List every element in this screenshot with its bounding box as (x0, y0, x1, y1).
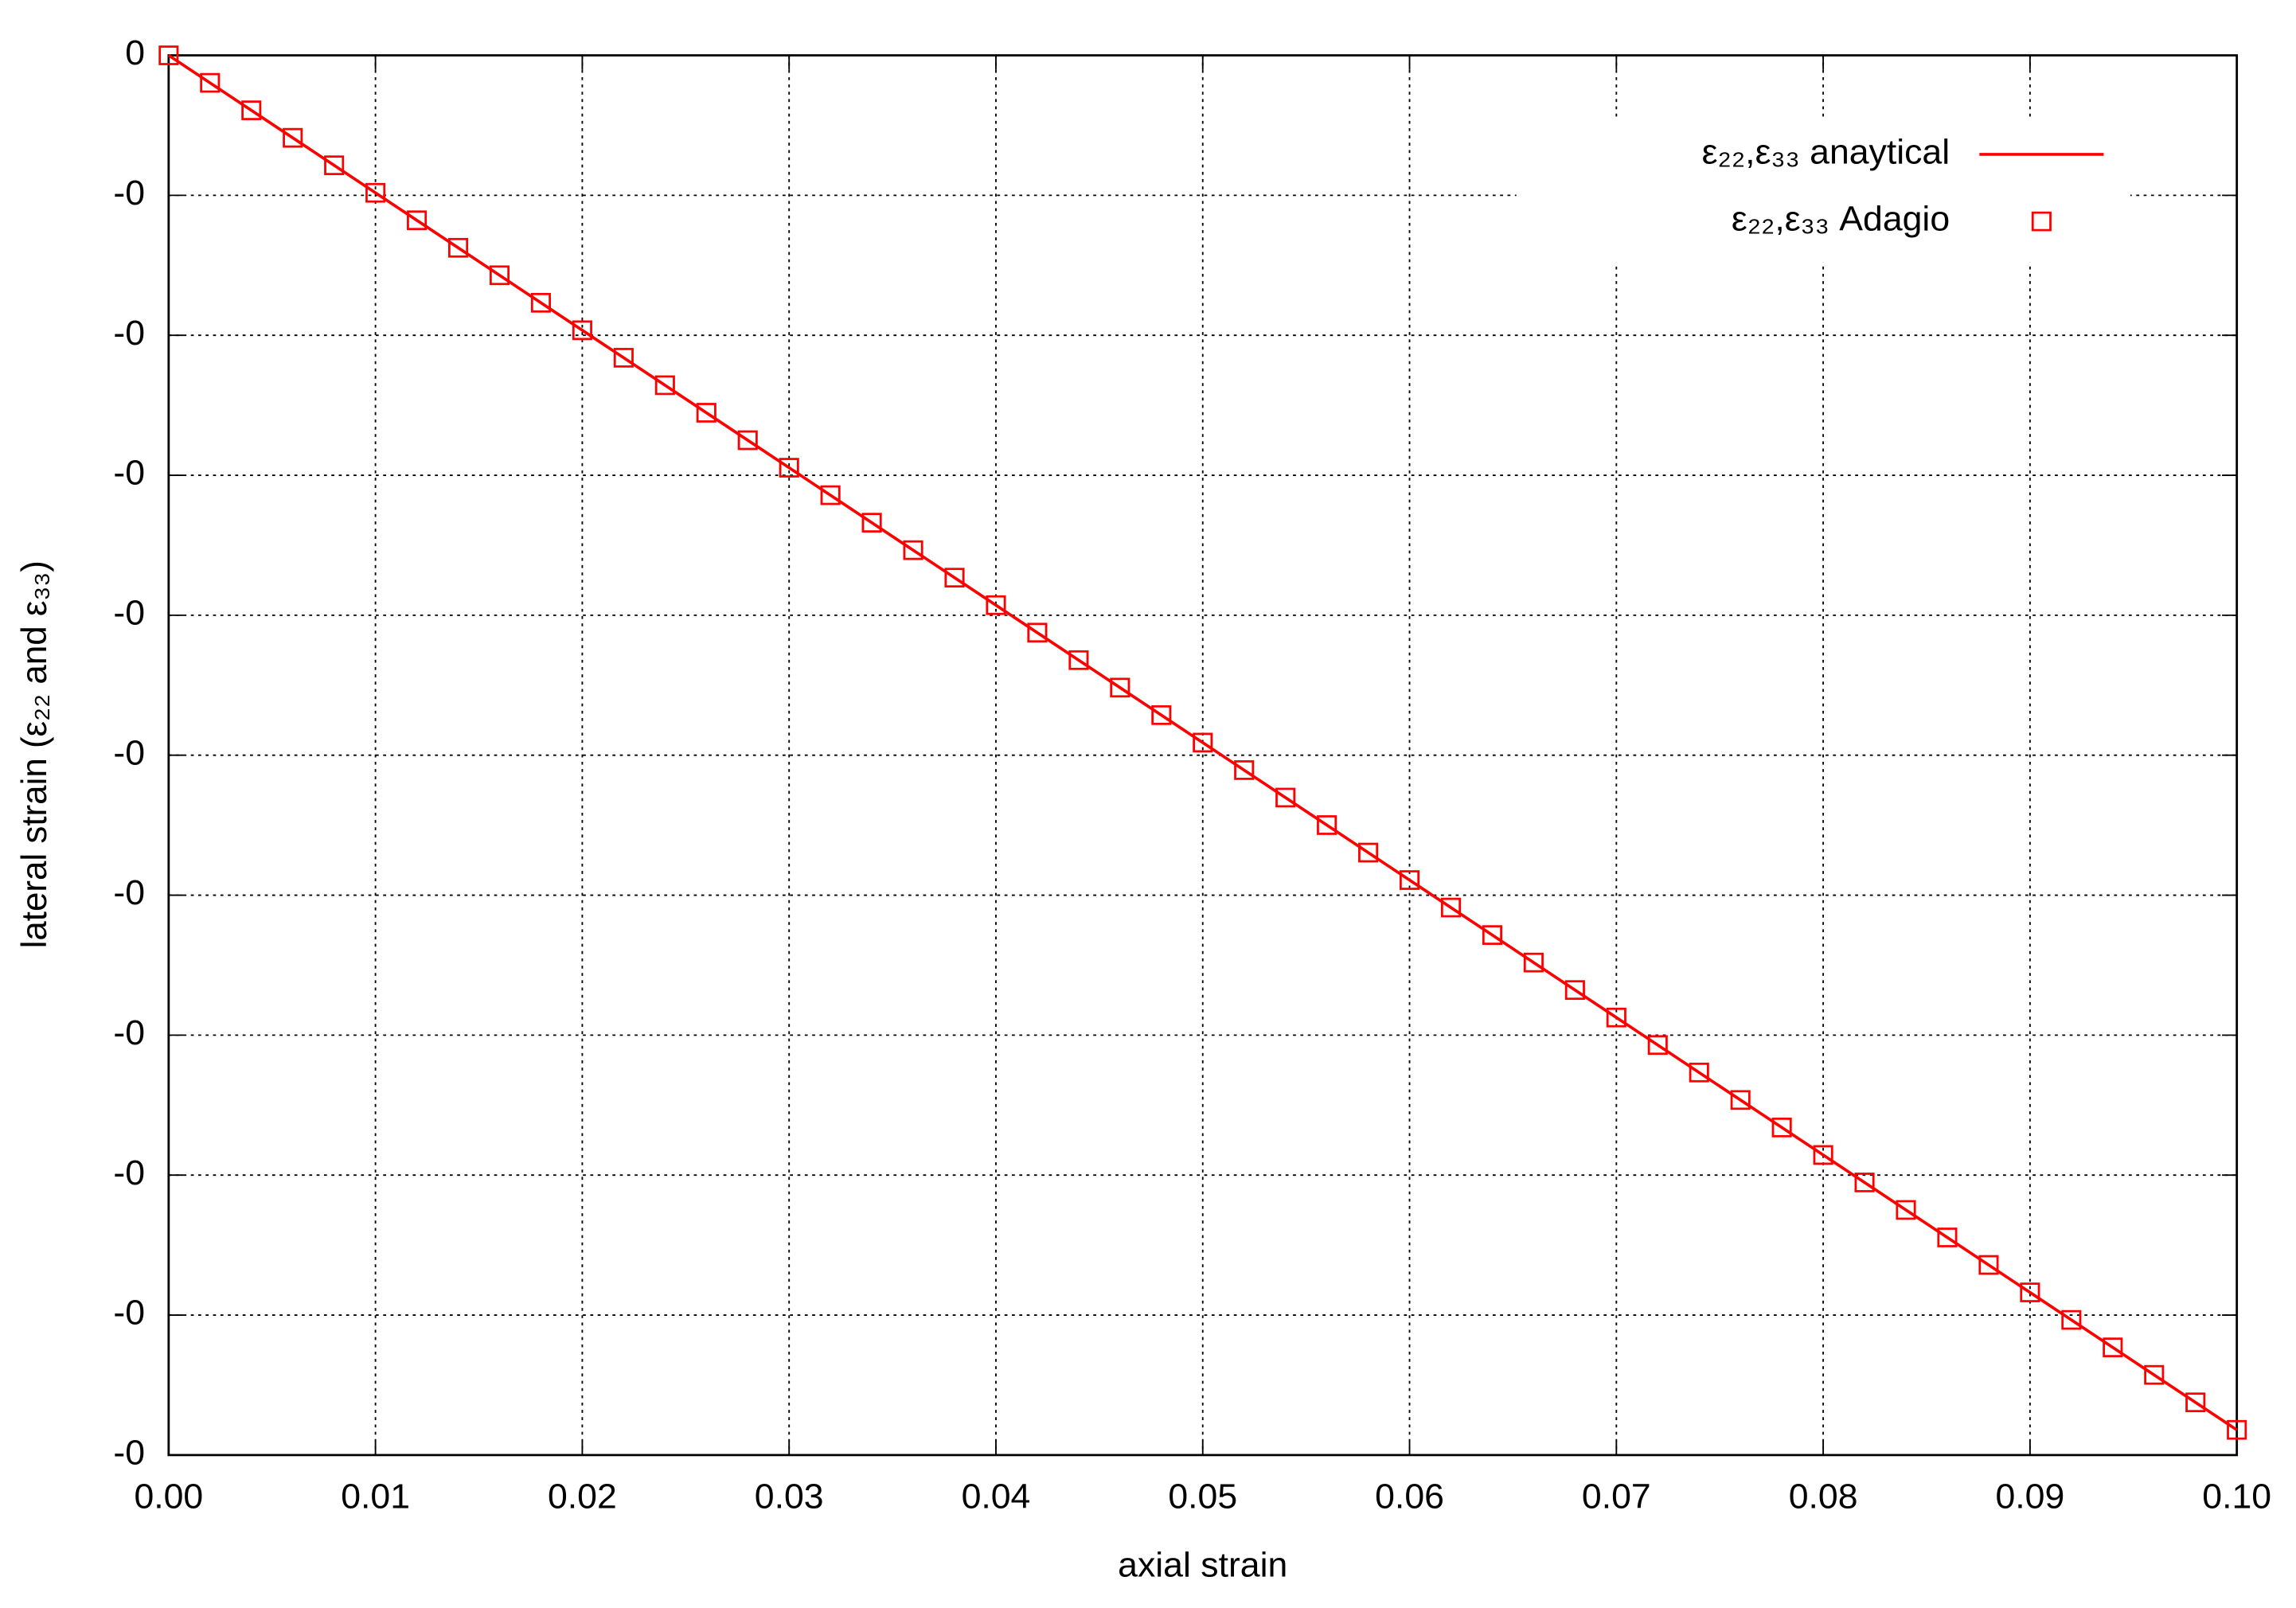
data-point (283, 127, 303, 148)
data-point (1896, 1200, 1916, 1220)
data-point (324, 155, 345, 176)
y-tick-label: -0 (113, 594, 145, 633)
x-tick-label: 0.06 (1375, 1477, 1444, 1516)
y-tick-label: -0 (113, 1013, 145, 1052)
data-point (2103, 1337, 2123, 1357)
data-point (861, 513, 882, 533)
data-point (1813, 1145, 1833, 1165)
y-tick-label: -0 (113, 734, 145, 773)
data-point (365, 182, 386, 203)
data-point (1151, 704, 1172, 725)
x-tick-label: 0.01 (341, 1477, 410, 1516)
data-point (2227, 1419, 2247, 1440)
data-point (1771, 1118, 1792, 1138)
data-point (1606, 1007, 1626, 1028)
y-tick-label: 0 (125, 33, 145, 72)
data-point (1234, 760, 1255, 780)
y-tick-label: -0 (113, 873, 145, 912)
data-point (1854, 1173, 1875, 1192)
data-point (1358, 842, 1379, 863)
data-point (1730, 1090, 1751, 1110)
data-point (903, 540, 923, 560)
data-point (944, 568, 965, 588)
data-point (1399, 870, 1420, 890)
y-tick-label: -0 (113, 174, 145, 213)
data-point (696, 403, 717, 423)
data-point (1027, 623, 1048, 643)
data-point (1978, 1255, 1999, 1275)
data-point (572, 320, 592, 341)
data-point (779, 458, 799, 478)
plot-frame (167, 54, 2239, 1457)
data-point (1275, 787, 1296, 808)
x-tick-label: 0.02 (548, 1477, 617, 1516)
data-point (2020, 1282, 2040, 1302)
legend-box (1516, 119, 2130, 263)
data-point (200, 72, 221, 93)
data-point (820, 485, 841, 505)
data-point (1689, 1062, 1709, 1083)
data-point (737, 430, 758, 451)
data-point (2185, 1392, 2206, 1413)
data-point (1523, 952, 1544, 973)
data-point (530, 292, 551, 313)
y-tick-label: -0 (113, 1153, 145, 1192)
x-tick-label: 0.10 (2202, 1477, 2271, 1516)
data-point (241, 100, 262, 120)
legend-label: ε₂₂,ε₃₃ Adagio (1732, 200, 1950, 239)
x-tick-label: 0.07 (1582, 1477, 1651, 1516)
y-tick-label: -0 (113, 1434, 145, 1473)
data-point (1937, 1227, 1958, 1247)
x-tick-label: 0.05 (1168, 1477, 1237, 1516)
y-tick-label: -0 (113, 314, 145, 353)
data-point (1647, 1035, 1668, 1056)
data-point (158, 45, 179, 65)
legend-marker (2031, 211, 2052, 232)
x-tick-label: 0.08 (1789, 1477, 1858, 1516)
x-tick-label: 0.04 (962, 1477, 1031, 1516)
y-tick-label: -0 (113, 454, 145, 493)
data-point (447, 237, 469, 258)
data-point (1564, 980, 1585, 1001)
data-point (654, 375, 675, 396)
data-line (167, 54, 2238, 1431)
data-point (613, 348, 634, 368)
data-point (2061, 1309, 2082, 1330)
data-point (1317, 815, 1337, 835)
x-tick-label: 0.03 (755, 1477, 824, 1516)
x-tick-label: 0.09 (1995, 1477, 2064, 1516)
legend-label: ε₂₂,ε₃₃ anaytical (1702, 133, 1950, 172)
data-point (407, 210, 428, 231)
data-point (986, 595, 1006, 615)
x-tick-label: 0.00 (134, 1477, 203, 1516)
data-point (1193, 732, 1213, 753)
y-axis-label: lateral strain (ε₂₂ and ε₃₃) (15, 560, 54, 948)
data-point (1068, 650, 1089, 670)
data-point (1482, 925, 1502, 945)
data-point (1440, 897, 1462, 918)
y-tick-label: -0 (113, 1294, 145, 1333)
data-point (2144, 1364, 2165, 1385)
data-point (489, 265, 510, 286)
data-point (1110, 677, 1130, 698)
x-axis-label: axial strain (1118, 1546, 1287, 1585)
